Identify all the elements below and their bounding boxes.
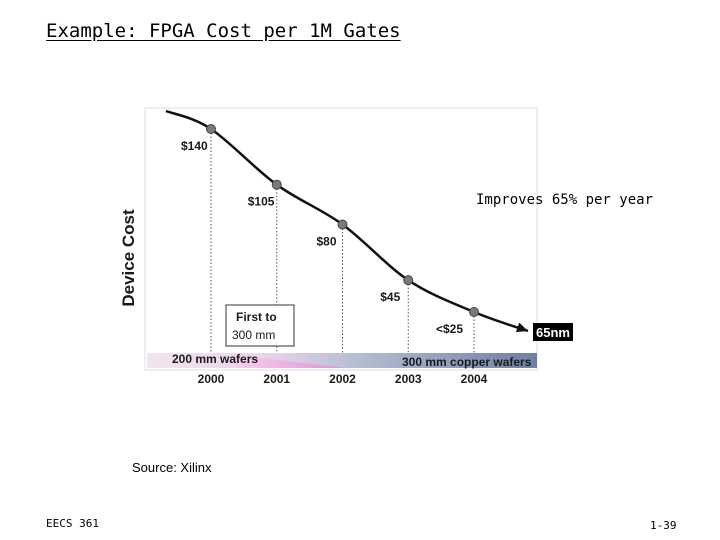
data-label-2003: $45 [380, 290, 400, 304]
slide-number: 1-39 [650, 519, 677, 532]
node-65nm-label: 65nm [536, 325, 570, 340]
x-tick-2001: 2001 [263, 372, 290, 386]
data-label-2002: $80 [317, 234, 337, 248]
data-point-2000 [206, 124, 216, 134]
wafer-200-label: 200 mm wafers [172, 352, 258, 366]
source-credit: Source: Xilinx [132, 460, 212, 475]
data-label-2001: $105 [248, 195, 275, 209]
x-tick-2000: 2000 [198, 372, 225, 386]
node-65nm-box [533, 323, 573, 341]
data-point-2004 [469, 307, 479, 317]
data-label-2004: <$25 [436, 322, 463, 336]
x-tick-2002: 2002 [329, 372, 356, 386]
x-tick-2003: 2003 [395, 372, 422, 386]
x-tick-2004: 2004 [461, 372, 488, 386]
wafer-300-label: 300 mm copper wafers [402, 355, 532, 369]
y-axis-label: Device Cost [119, 209, 138, 307]
slide-title: Example: FPGA Cost per 1M Gates [46, 20, 401, 42]
first-300mm-line2: 300 mm [232, 328, 275, 342]
wafer-200-wedge [228, 354, 345, 368]
data-point-2001 [271, 179, 282, 190]
data-point-2002 [337, 219, 348, 230]
data-label-2000: $140 [181, 139, 208, 153]
improvement-note: Improves 65% per year [476, 192, 654, 208]
first-300mm-box [225, 304, 295, 347]
trend-arrowhead [515, 322, 528, 333]
first-300mm-line1: First to [236, 310, 277, 324]
plot-frame [144, 107, 538, 371]
course-code: EECS 361 [46, 517, 99, 530]
data-point-2003 [403, 275, 414, 286]
